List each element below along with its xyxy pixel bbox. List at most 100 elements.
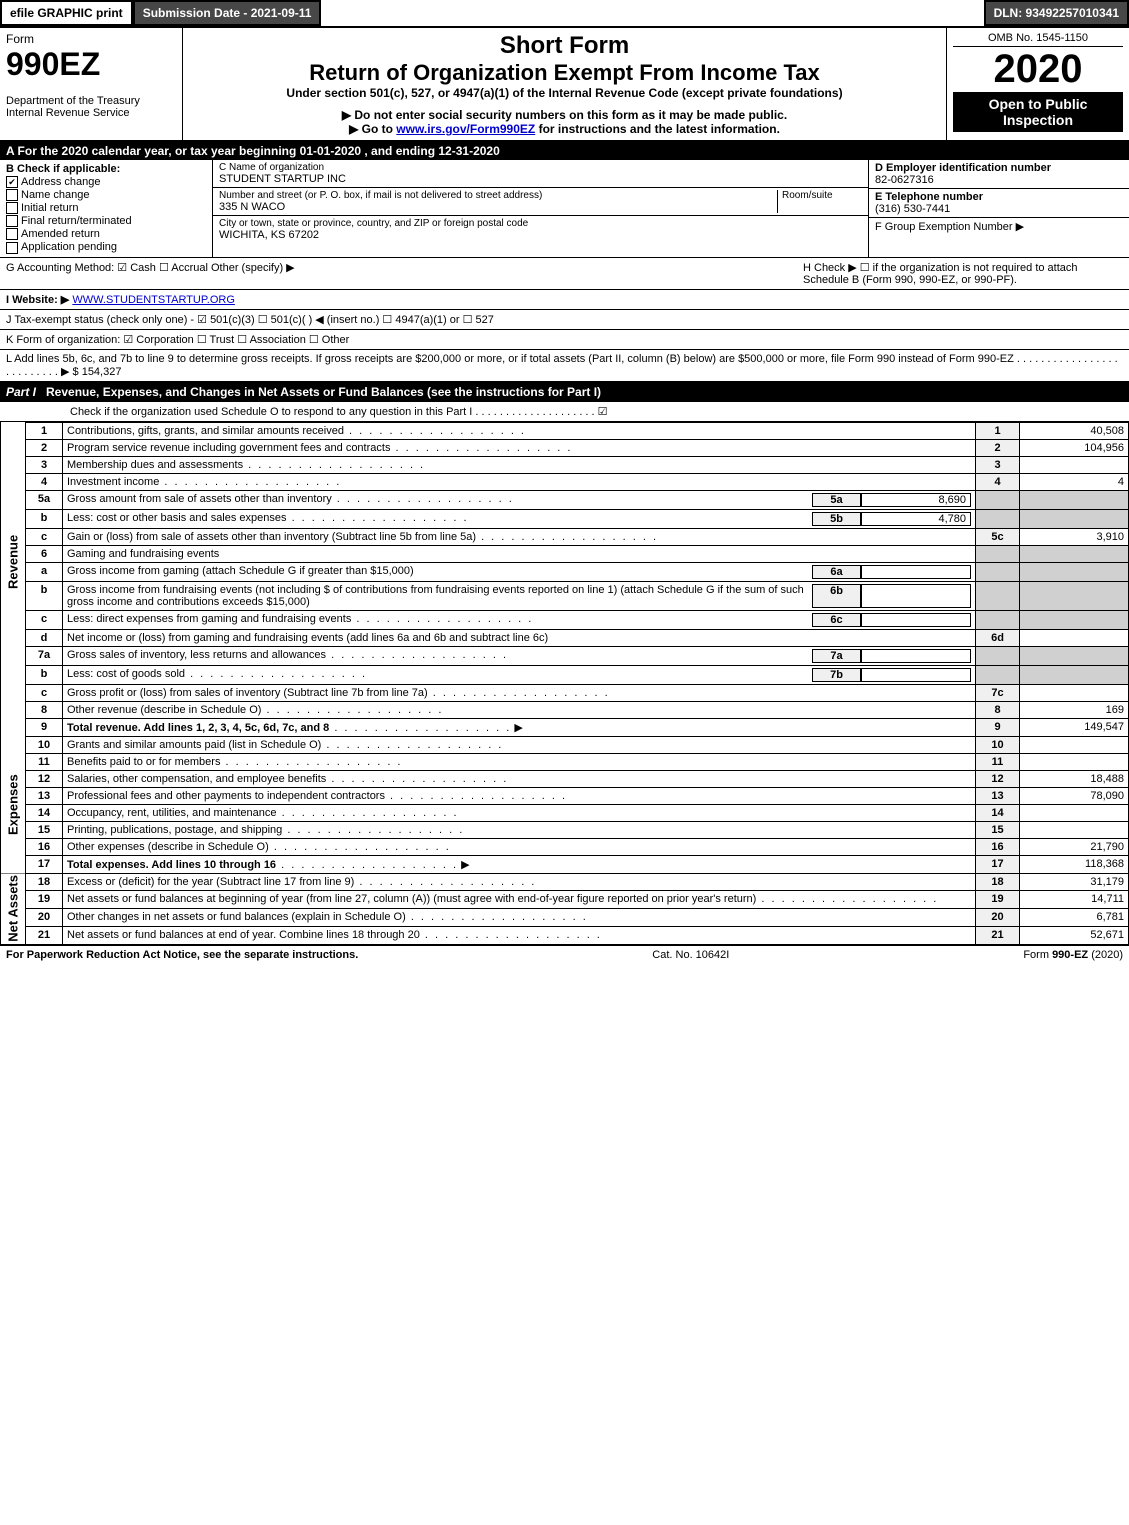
line-7a-desc: Gross sales of inventory, less returns a… xyxy=(63,646,976,665)
website-link[interactable]: WWW.STUDENTSTARTUP.ORG xyxy=(72,294,235,306)
line-3-desc: Membership dues and assessments xyxy=(63,456,976,473)
subtitle: Under section 501(c), 527, or 4947(a)(1)… xyxy=(189,86,940,100)
line-7b-num: b xyxy=(26,665,63,684)
line-18-num: 18 xyxy=(26,873,63,891)
line-19-ref: 19 xyxy=(976,891,1020,909)
footer-center: Cat. No. 10642I xyxy=(652,949,729,961)
line-14-num: 14 xyxy=(26,804,63,821)
line-8-ref: 8 xyxy=(976,701,1020,718)
line-21-ref: 21 xyxy=(976,927,1020,945)
efile-print-button[interactable]: efile GRAPHIC print xyxy=(0,0,133,26)
line-12-ref: 12 xyxy=(976,770,1020,787)
line-5a-shade2 xyxy=(1020,490,1129,509)
line-14-ref: 14 xyxy=(976,804,1020,821)
line-7c-desc: Gross profit or (loss) from sales of inv… xyxy=(63,684,976,701)
irs-link[interactable]: www.irs.gov/Form990EZ xyxy=(396,122,535,136)
line-6-desc: Gaming and fundraising events xyxy=(63,545,976,562)
dln-label: DLN: 93492257010341 xyxy=(984,0,1129,26)
line-10-ref: 10 xyxy=(976,736,1020,753)
line-1-ref: 1 xyxy=(976,422,1020,439)
line-12-desc: Salaries, other compensation, and employ… xyxy=(63,770,976,787)
line-5c-desc: Gain or (loss) from sale of assets other… xyxy=(63,528,976,545)
line-10-amt xyxy=(1020,736,1129,753)
irs-label: Internal Revenue Service xyxy=(6,107,176,119)
line-7b-desc: Less: cost of goods sold 7b xyxy=(63,665,976,684)
dept-label: Department of the Treasury xyxy=(6,95,176,107)
check-initial-return[interactable]: Initial return xyxy=(6,202,206,214)
line-19-desc: Net assets or fund balances at beginning… xyxy=(63,891,976,909)
line-10-desc: Grants and similar amounts paid (list in… xyxy=(63,736,976,753)
check-application-pending[interactable]: Application pending xyxy=(6,241,206,253)
line-1-desc: Contributions, gifts, grants, and simila… xyxy=(63,422,976,439)
line-5b-num: b xyxy=(26,509,63,528)
check-name-change[interactable]: Name change xyxy=(6,189,206,201)
line-13-desc: Professional fees and other payments to … xyxy=(63,787,976,804)
part1-sub: Check if the organization used Schedule … xyxy=(0,402,1129,422)
lines-table: Revenue 1 Contributions, gifts, grants, … xyxy=(0,422,1129,946)
line-6d-amt xyxy=(1020,629,1129,646)
line-4-desc: Investment income xyxy=(63,473,976,490)
check-amended-return[interactable]: Amended return xyxy=(6,228,206,240)
line-16-ref: 16 xyxy=(976,838,1020,855)
line-6d-num: d xyxy=(26,629,63,646)
line-16-desc: Other expenses (describe in Schedule O) xyxy=(63,838,976,855)
k-form-of-org: K Form of organization: ☑ Corporation ☐ … xyxy=(0,330,1129,350)
line-6d-ref: 6d xyxy=(976,629,1020,646)
line-6c-num: c xyxy=(26,610,63,629)
form-number: 990EZ xyxy=(6,46,176,83)
line-17-num: 17 xyxy=(26,855,63,873)
line-13-ref: 13 xyxy=(976,787,1020,804)
line-5c-amt: 3,910 xyxy=(1020,528,1129,545)
h-schedule-b: H Check ▶ ☐ if the organization is not r… xyxy=(803,261,1123,286)
line-12-num: 12 xyxy=(26,770,63,787)
line-13-num: 13 xyxy=(26,787,63,804)
line-7c-num: c xyxy=(26,684,63,701)
line-10-num: 10 xyxy=(26,736,63,753)
side-netassets: Net Assets xyxy=(1,873,26,945)
line-2-amt: 104,956 xyxy=(1020,439,1129,456)
org-street: 335 N WACO xyxy=(219,201,777,213)
b-label: B Check if applicable: xyxy=(6,163,206,175)
line-6a-desc: Gross income from gaming (attach Schedul… xyxy=(63,562,976,581)
line-20-amt: 6,781 xyxy=(1020,909,1129,927)
side-expenses: Expenses xyxy=(1,736,26,873)
side-revenue: Revenue xyxy=(1,422,26,701)
line-6-num: 6 xyxy=(26,545,63,562)
line-2-desc: Program service revenue including govern… xyxy=(63,439,976,456)
line-11-num: 11 xyxy=(26,753,63,770)
c-name-label: C Name of organization xyxy=(219,162,862,173)
org-name: STUDENT STARTUP INC xyxy=(219,173,862,185)
line-9-num: 9 xyxy=(26,718,63,736)
line-3-num: 3 xyxy=(26,456,63,473)
line-6b-desc: Gross income from fundraising events (no… xyxy=(63,581,976,610)
check-address-change[interactable]: Address change xyxy=(6,176,206,188)
main-title: Return of Organization Exempt From Incom… xyxy=(189,60,940,86)
line-5b-desc: Less: cost or other basis and sales expe… xyxy=(63,509,976,528)
i-website: I Website: ▶ WWW.STUDENTSTARTUP.ORG xyxy=(0,290,1129,310)
c-city-label: City or town, state or province, country… xyxy=(219,218,862,229)
line-17-ref: 17 xyxy=(976,855,1020,873)
line-13-amt: 78,090 xyxy=(1020,787,1129,804)
line-14-amt xyxy=(1020,804,1129,821)
line-1-amt: 40,508 xyxy=(1020,422,1129,439)
line-1-num: 1 xyxy=(26,422,63,439)
line-19-amt: 14,711 xyxy=(1020,891,1129,909)
line-8-num: 8 xyxy=(26,701,63,718)
submission-date-button[interactable]: Submission Date - 2021-09-11 xyxy=(133,0,322,26)
page-footer: For Paperwork Reduction Act Notice, see … xyxy=(0,945,1129,964)
c-street-label: Number and street (or P. O. box, if mail… xyxy=(219,190,777,201)
line-11-ref: 11 xyxy=(976,753,1020,770)
line-5a-shade xyxy=(976,490,1020,509)
line-15-num: 15 xyxy=(26,821,63,838)
part1-label: Part I xyxy=(6,385,46,399)
section-c: C Name of organization STUDENT STARTUP I… xyxy=(213,160,869,257)
phone: (316) 530-7441 xyxy=(875,203,1123,215)
g-accounting-method: G Accounting Method: ☑ Cash ☐ Accrual Ot… xyxy=(6,261,803,286)
inspection-box: Open to Public Inspection xyxy=(953,92,1123,132)
tax-year: 2020 xyxy=(953,47,1123,92)
line-6b-num: b xyxy=(26,581,63,610)
line-5c-ref: 5c xyxy=(976,528,1020,545)
check-final-return[interactable]: Final return/terminated xyxy=(6,215,206,227)
line-14-desc: Occupancy, rent, utilities, and maintena… xyxy=(63,804,976,821)
e-label: E Telephone number xyxy=(875,191,1123,203)
